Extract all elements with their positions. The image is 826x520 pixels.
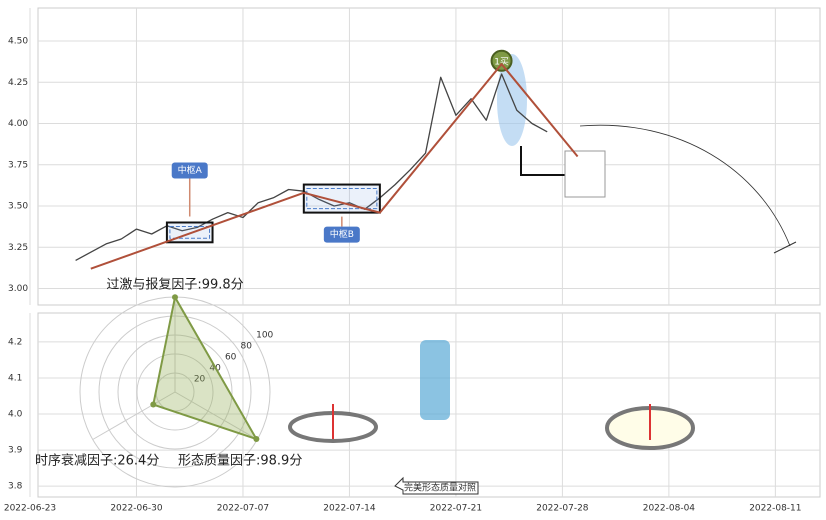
- y-tick-label: 4.25: [8, 78, 28, 88]
- x-tick-label: 2022-07-28: [536, 504, 589, 514]
- x-tick-label: 2022-08-04: [643, 504, 696, 514]
- y-tick-label: 4.0: [8, 410, 23, 420]
- y-tick-label: 3.25: [8, 243, 28, 253]
- radar-tick-label: 100: [256, 331, 273, 341]
- pivot-label-box: [323, 226, 360, 243]
- buy-label: 1买: [494, 56, 509, 67]
- y-tick-label: 4.50: [8, 37, 28, 47]
- pivot-label-box: [171, 162, 208, 179]
- y-tick-label: 4.2: [8, 337, 22, 347]
- radar-point: [172, 294, 178, 301]
- x-tick-label: 2022-06-30: [110, 504, 163, 514]
- grid: [29, 8, 820, 497]
- radar-tick-label: 60: [225, 353, 237, 363]
- y-tick-label: 4.00: [8, 119, 28, 129]
- stroke-line: [90, 63, 579, 270]
- y-tick-label: 3.8: [8, 482, 23, 492]
- y-tick-label: 3.75: [8, 160, 28, 170]
- projection-end: [773, 241, 797, 254]
- compare-note-text: 完美形态质量对照: [404, 482, 476, 494]
- radar-value-label: 形态质量因子:98.9分: [178, 454, 302, 469]
- y-tick-label: 3.50: [8, 202, 28, 212]
- radar-point: [253, 435, 260, 442]
- x-tick-label: 2022-07-07: [217, 504, 269, 514]
- pivot-label: 中枢A: [178, 164, 203, 176]
- x-tick-label: 2022-08-11: [749, 504, 801, 514]
- top-panel: [37, 7, 821, 306]
- figure-box: [564, 150, 606, 198]
- radar-tick-label: 20: [194, 374, 206, 384]
- pivot-zone: [302, 183, 381, 214]
- pivot-zone-inner: [169, 226, 211, 239]
- y-tick-label: 4.1: [8, 373, 22, 383]
- radar-point: [150, 401, 157, 408]
- projection-arc: [579, 124, 791, 247]
- buy-point: [490, 49, 513, 72]
- marker-path: [520, 146, 566, 176]
- x-tick-label: 2022-06-23: [4, 504, 56, 514]
- radar-value-label: 过激与报复因子:99.8分: [106, 278, 243, 293]
- radar-axis: [174, 391, 258, 440]
- pivot-label: 中枢B: [330, 228, 354, 240]
- radar-area: [152, 294, 259, 441]
- compare-note: 完美形态质量对照: [394, 476, 479, 495]
- pivot-zone-inner: [306, 188, 378, 210]
- radar-value-label: 时序衰减因子:26.4分: [35, 453, 159, 469]
- x-tick-label: 2022-07-14: [323, 504, 376, 514]
- y-tick-label: 3.00: [8, 284, 28, 294]
- figure: [420, 340, 450, 420]
- radar-axis: [92, 391, 176, 440]
- radar-tick-label: 80: [241, 342, 253, 352]
- x-tick-label: 2022-07-21: [430, 504, 482, 514]
- y-tick-label: 3.9: [8, 446, 23, 456]
